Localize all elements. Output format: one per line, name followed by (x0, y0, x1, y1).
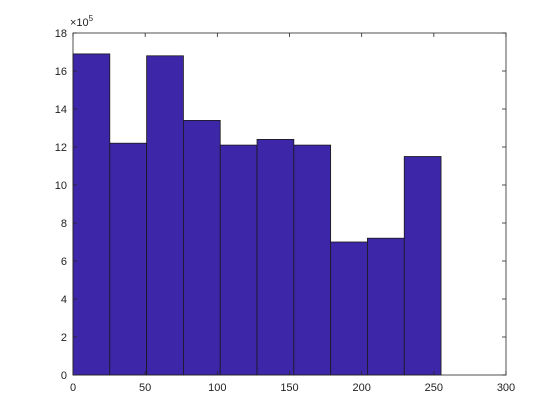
x-tick-label: 300 (497, 382, 515, 394)
bar (219, 144, 258, 376)
y-tick-label: 4 (61, 294, 67, 306)
y-tick-label: 14 (55, 104, 67, 116)
y-multiplier: ×105 (70, 14, 94, 29)
y-tick-label: 18 (55, 28, 67, 40)
x-tick-label: 0 (70, 382, 76, 394)
y-tick-label: 8 (61, 218, 67, 230)
y-multiplier-base: ×10 (70, 17, 89, 29)
y-multiplier-exponent: 5 (89, 14, 94, 23)
y-tick-label: 16 (55, 66, 67, 78)
bar (72, 53, 111, 376)
bar (256, 138, 295, 376)
bar (109, 142, 148, 376)
bar (183, 120, 221, 376)
y-tick-label: 10 (55, 180, 67, 192)
x-tick-label: 150 (280, 382, 298, 394)
bar (403, 156, 442, 376)
x-tick-label: 200 (352, 382, 370, 394)
x-tick-label: 50 (139, 382, 151, 394)
bar (367, 237, 405, 376)
y-tick-label: 0 (61, 370, 67, 382)
y-tick-label: 6 (61, 256, 67, 268)
y-tick-label: 2 (61, 332, 67, 344)
x-tick-label: 250 (425, 382, 443, 394)
bar (293, 144, 332, 376)
bar (146, 55, 184, 376)
x-tick-label: 100 (208, 382, 226, 394)
y-tick-label: 12 (55, 142, 67, 154)
bar (330, 241, 368, 376)
